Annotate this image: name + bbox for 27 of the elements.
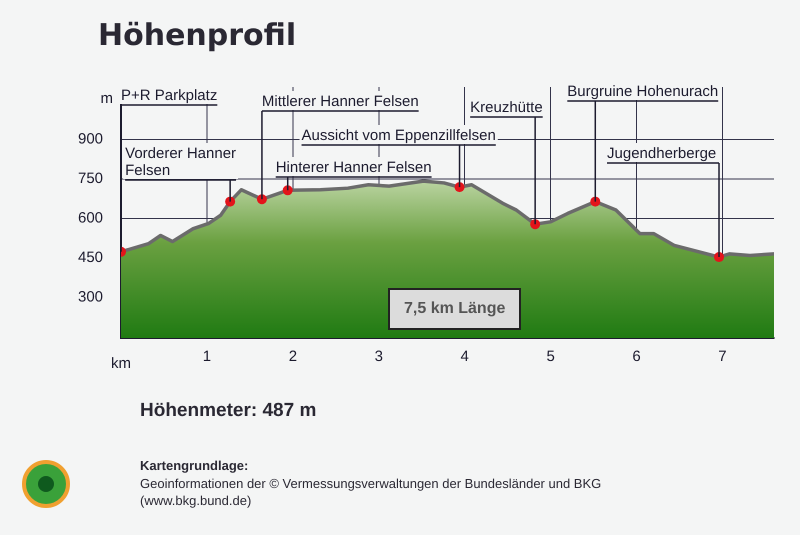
annotation: Jugendherberge <box>607 145 716 162</box>
annotation: 7,5 km Länge <box>388 288 522 330</box>
chart-title: Höhenprofil <box>98 18 296 53</box>
text: Geoinformationen der © Vermessungsverwaltungen der Bundesländer und BKG (www.bkg.bund.de) <box>140 475 602 509</box>
y-tick-label: 600 <box>78 210 104 227</box>
x-tick-label: 7 <box>718 348 727 366</box>
annotation: Kreuzhütte <box>470 99 543 116</box>
x-tick-label: 6 <box>632 348 641 366</box>
y-tick-label: 750 <box>78 170 104 188</box>
x-tick-label: 5 <box>546 348 555 366</box>
y-tick-label: 300 <box>78 288 104 306</box>
x-axis-title: km <box>111 355 132 372</box>
y-axis-title: m <box>100 90 114 107</box>
y-tick-label: 900 <box>78 130 104 148</box>
annotation: P+R Parkplatz <box>121 87 218 104</box>
x-tick-label: 4 <box>460 348 469 366</box>
annotation: Aussicht vom Eppenzillfelsen <box>302 127 496 144</box>
x-tick-label: 1 <box>202 348 212 366</box>
text: Höhenmeter: 487 m <box>140 400 316 422</box>
text: Kartengrundlage: <box>140 458 248 473</box>
x-tick-label: 2 <box>288 348 298 366</box>
annotation: Vorderer Hanner Felsen <box>125 145 236 179</box>
annotation: Hinterer Hanner Felsen <box>276 159 432 176</box>
y-tick-label: 450 <box>78 248 104 266</box>
annotation: Mittlerer Hanner Felsen <box>262 93 419 110</box>
annotation: Burgruine Hohenurach <box>567 83 718 100</box>
x-tick-label: 3 <box>374 348 383 366</box>
